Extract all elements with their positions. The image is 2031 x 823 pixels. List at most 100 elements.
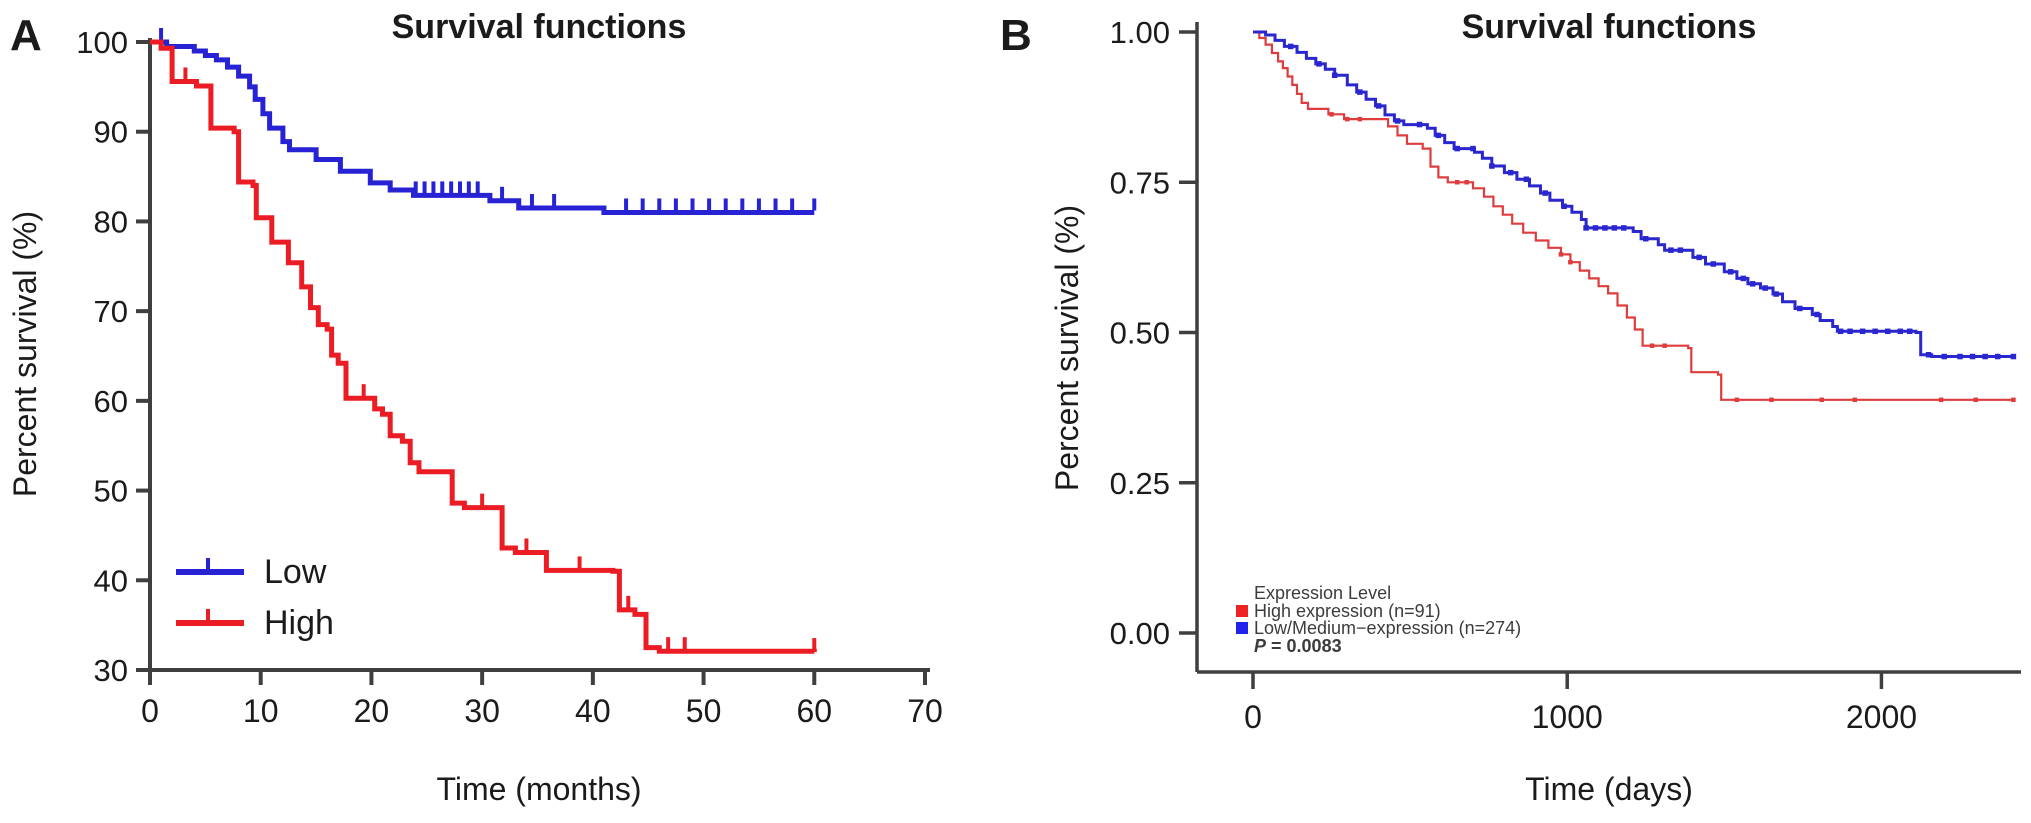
- censor-dot-low-medium: [2010, 353, 2017, 360]
- panel-b: B Survival functions Percent survival (%…: [1000, 8, 2021, 807]
- y-tick-label: 90: [94, 115, 128, 150]
- legend-label: High: [264, 604, 334, 642]
- censor-dot-low-medium: [1906, 328, 1913, 335]
- y-tick-label: 60: [94, 384, 128, 419]
- km-curve-low: [150, 39, 815, 215]
- censor-dot-low-medium: [1523, 176, 1530, 182]
- censor-dot-low-medium: [1316, 61, 1322, 67]
- censor-dot-low-medium: [1925, 351, 1932, 358]
- panel-a-legend: Low High: [176, 553, 334, 642]
- legend-label: Low: [264, 553, 327, 591]
- panel-b-axes: 0.00 0.25 0.50 0.75 1.00 0 1000 2000: [1110, 15, 2021, 735]
- censor-dot-high: [1662, 343, 1667, 348]
- km-curve-low-medium: [1253, 30, 2014, 358]
- y-tick-label: 0.75: [1110, 165, 1170, 200]
- panel-a: A Survival functions Percent survival (%…: [7, 8, 943, 807]
- panel-a-ylabel: Percent survival (%): [7, 211, 43, 497]
- censor-dot-high: [1852, 397, 1857, 403]
- censor-dot-low-medium: [1470, 145, 1476, 152]
- censor-dot-high: [2011, 397, 2016, 403]
- censor-dot-low-medium: [1507, 169, 1514, 176]
- legend-label: High expression (n=91): [1254, 601, 1441, 621]
- y-tick-label: 0.50: [1110, 316, 1170, 351]
- censor-dot-low-medium: [1859, 328, 1866, 335]
- censor-dot-low-medium: [1643, 235, 1649, 242]
- censor-dot-low-medium: [1677, 247, 1684, 253]
- panel-a-letter: A: [10, 11, 42, 60]
- censor-dot-low-medium: [1872, 328, 1878, 335]
- censor-dot-low-medium: [1847, 328, 1853, 335]
- panel-a-axes: 30 40 50 60 70 80 90 100 0 10 20 30 40 50 60 70: [76, 25, 943, 729]
- censor-dot-low-medium: [1884, 328, 1891, 335]
- x-tick-label: 2000: [1846, 699, 1917, 735]
- km-curve-high: [1253, 30, 2014, 401]
- censor-dot-low-medium: [1583, 225, 1589, 231]
- panel-a-title: Survival functions: [392, 8, 687, 46]
- censor-dot-low-medium: [1710, 261, 1717, 267]
- censor-dot-low-medium: [1796, 305, 1803, 312]
- y-tick-label: 0.25: [1110, 466, 1170, 501]
- censor-dot-high: [1973, 397, 1978, 403]
- legend-label: Low/Medium−expression (n=274): [1254, 618, 1521, 638]
- x-tick-label: 70: [907, 693, 943, 729]
- censor-dot-low-medium: [1416, 121, 1423, 128]
- censor-dot-high: [1819, 397, 1824, 403]
- censor-dot-low-medium: [1982, 353, 1988, 360]
- censor-dot-low-medium: [1602, 225, 1608, 231]
- y-tick-label: 40: [94, 563, 128, 598]
- censor-dot-low-medium: [1668, 247, 1674, 253]
- censor-dot-high: [1568, 259, 1573, 265]
- censor-dot-high: [1734, 397, 1740, 403]
- panel-b-ylabel: Percent survival (%): [1049, 205, 1085, 491]
- x-tick-label: 60: [796, 693, 832, 729]
- censor-dot-high: [1558, 252, 1564, 257]
- panel-a-curves: [150, 28, 817, 654]
- panel-b-letter: B: [1000, 11, 1032, 60]
- censor-dot-low-medium: [1749, 281, 1756, 287]
- censor-dot-low-medium: [1941, 353, 1948, 360]
- censor-dot-high: [1464, 180, 1469, 185]
- censor-dot-low-medium: [1837, 328, 1844, 335]
- censor-dot-low-medium: [1740, 275, 1746, 282]
- legend-swatch: [1236, 605, 1248, 617]
- censor-dot-high: [1649, 343, 1655, 348]
- censor-dot-low-medium: [1454, 145, 1460, 152]
- censor-dot-high: [1938, 397, 1944, 403]
- censor-dot-low-medium: [1969, 353, 1976, 360]
- x-tick-label: 0: [141, 693, 159, 729]
- censor-dot-low-medium: [1542, 190, 1548, 196]
- x-tick-label: 0: [1244, 699, 1262, 735]
- x-tick-label: 20: [354, 693, 390, 729]
- x-tick-label: 1000: [1532, 699, 1603, 735]
- censor-dot-low-medium: [1621, 225, 1627, 231]
- censor-dot-low-medium: [1897, 328, 1904, 335]
- y-tick-label: 100: [76, 25, 128, 60]
- x-tick-label: 40: [575, 693, 611, 729]
- censor-dot-low-medium: [1287, 43, 1294, 50]
- censor-dot-low-medium: [1762, 285, 1768, 291]
- censor-dot-low-medium: [1611, 225, 1618, 231]
- censor-dot-high: [1329, 112, 1334, 117]
- panel-b-curves: [1253, 30, 2017, 403]
- censor-dot-low-medium: [1357, 89, 1363, 95]
- y-tick-label: 30: [94, 653, 128, 688]
- censor-dot-low-medium: [1394, 118, 1401, 124]
- censor-dot-high: [1345, 116, 1350, 122]
- censor-dot-low-medium: [1561, 203, 1567, 210]
- panel-a-xlabel: Time (months): [436, 771, 641, 807]
- legend-swatch: [1236, 622, 1248, 634]
- x-tick-label: 50: [686, 693, 722, 729]
- censor-dot-low-medium: [1375, 103, 1382, 109]
- y-tick-label: 70: [94, 294, 128, 329]
- censor-dot-high: [1769, 397, 1774, 403]
- x-tick-label: 30: [464, 693, 500, 729]
- km-curve-high: [150, 39, 817, 654]
- censor-dot-low-medium: [1994, 353, 2001, 360]
- censor-dot-low-medium: [1814, 311, 1820, 318]
- panel-b-title: Survival functions: [1462, 8, 1757, 46]
- y-tick-label: 80: [94, 204, 128, 239]
- censor-dot-low-medium: [1773, 291, 1779, 297]
- censor-dot-high: [1357, 116, 1363, 122]
